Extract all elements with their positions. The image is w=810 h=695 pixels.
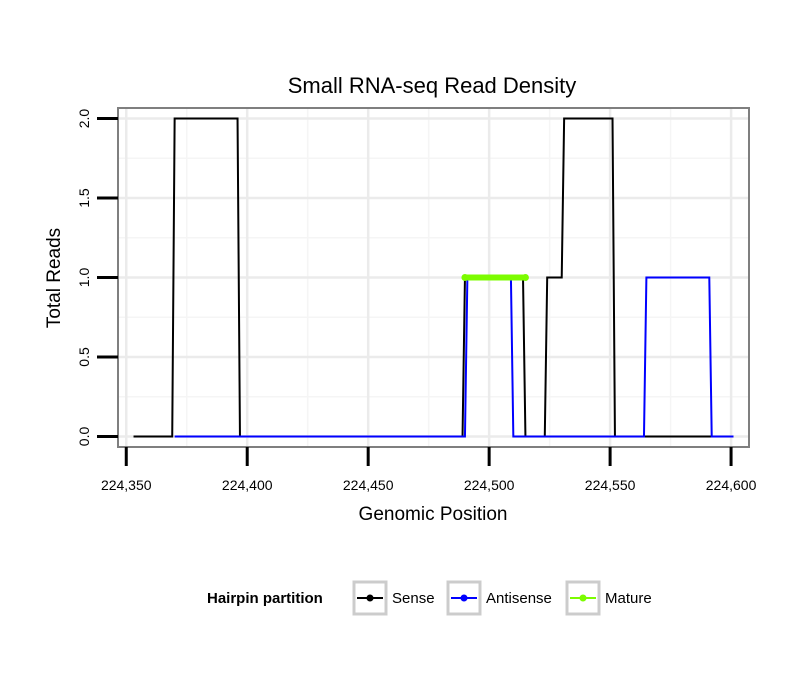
mature-point bbox=[521, 274, 529, 281]
x-tick-label: 224,450 bbox=[343, 477, 394, 493]
y-tick-label: 2.0 bbox=[76, 109, 92, 129]
y-tick-label: 0.5 bbox=[76, 347, 92, 367]
mature-point bbox=[461, 274, 469, 281]
y-axis-title: Total Reads bbox=[44, 228, 65, 328]
legend-label: Mature bbox=[605, 590, 652, 607]
legend-label: Antisense bbox=[486, 590, 552, 607]
series-line-sense bbox=[133, 117, 734, 438]
legend-item-mature: Mature bbox=[565, 580, 652, 616]
x-axis: 224,350 224,400 224,450 224,500 224,550 224,6… bbox=[101, 447, 757, 493]
y-tick-label: 0.0 bbox=[76, 427, 92, 447]
legend-label: Sense bbox=[392, 590, 435, 607]
y-tick-label: 1.5 bbox=[76, 188, 92, 208]
x-tick-label: 224,400 bbox=[222, 477, 273, 493]
y-axis: 0.0 0.5 1.0 1.5 2.0 bbox=[76, 109, 118, 447]
x-tick-label: 224,550 bbox=[585, 477, 636, 493]
legend-key-point bbox=[366, 594, 374, 602]
y-tick-label: 1.0 bbox=[76, 268, 92, 288]
legend-title: Hairpin partition bbox=[207, 590, 323, 607]
legend-item-antisense: Antisense bbox=[446, 580, 552, 616]
chart-title: Small RNA-seq Read Density bbox=[288, 73, 577, 98]
legend-key-point bbox=[579, 594, 587, 602]
x-tick-label: 224,600 bbox=[706, 477, 757, 493]
series-line-antisense bbox=[174, 276, 734, 438]
legend-item-sense: Sense bbox=[352, 580, 435, 616]
x-tick-label: 224,500 bbox=[464, 477, 515, 493]
legend: Hairpin partition Sense Antisense Mature bbox=[207, 580, 652, 616]
series-lines bbox=[133, 117, 734, 438]
legend-key-point bbox=[460, 594, 468, 602]
legend-items: Sense Antisense Mature bbox=[352, 580, 652, 616]
x-tick-label: 224,350 bbox=[101, 477, 152, 493]
x-axis-title: Genomic Position bbox=[359, 504, 508, 525]
